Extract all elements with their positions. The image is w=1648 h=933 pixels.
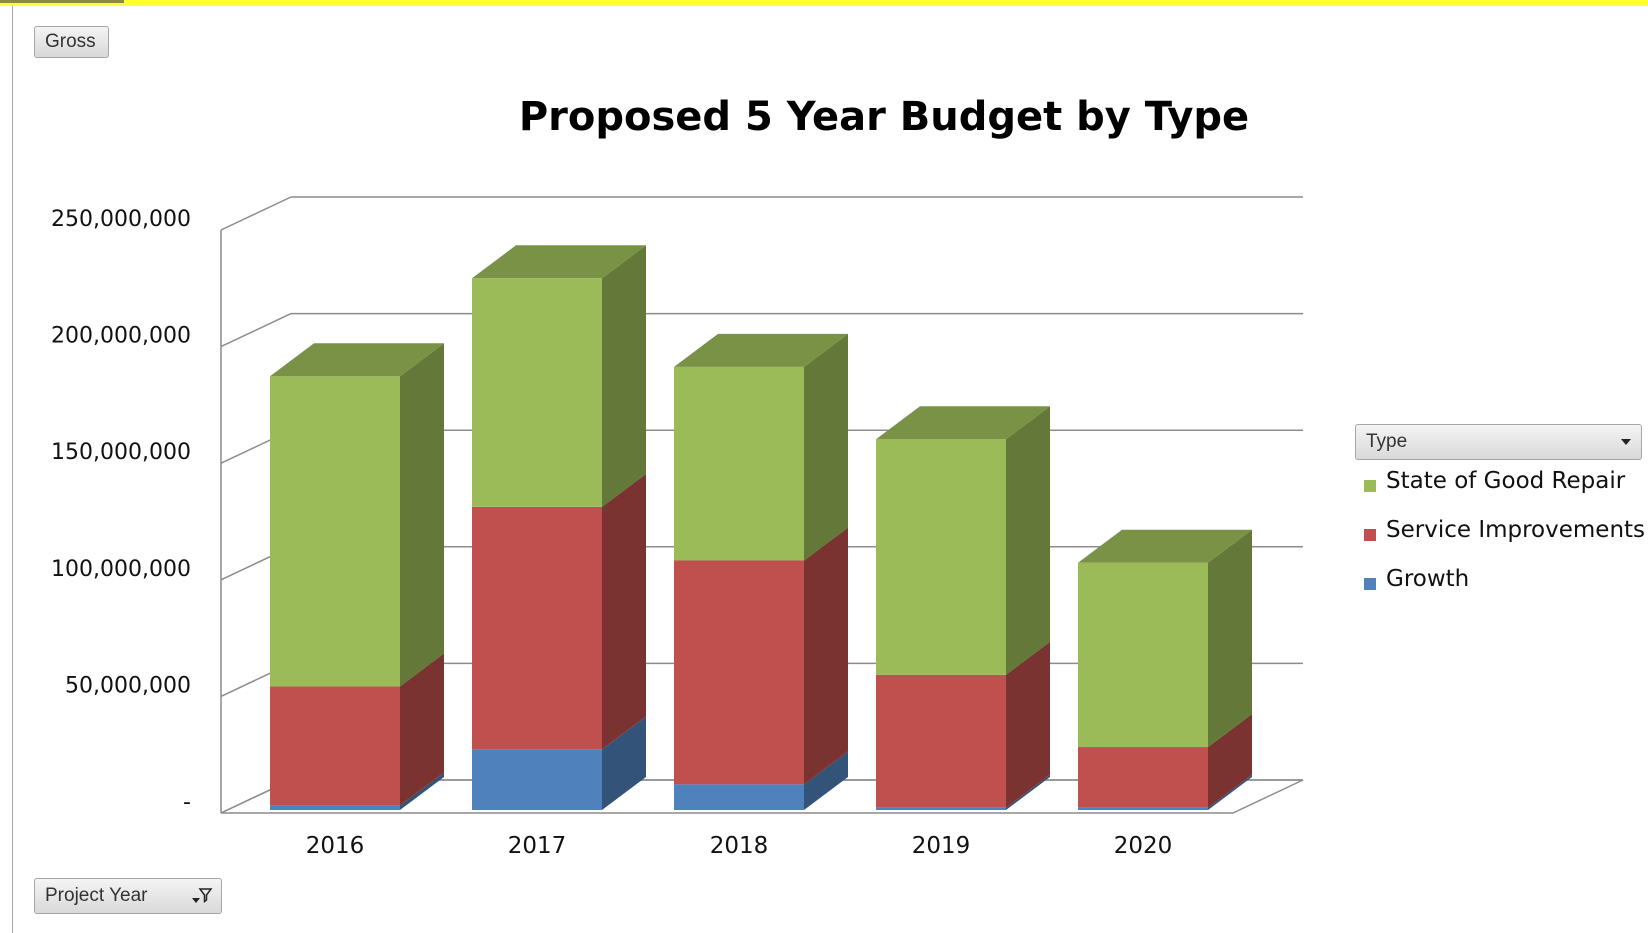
bar-2018-state-of-good-repair: [674, 333, 848, 561]
gross-field-button[interactable]: Gross: [34, 26, 109, 58]
y-tick-label: 100,000,000: [51, 557, 191, 582]
gross-field-label: Gross: [45, 31, 96, 52]
bar-top: [1078, 529, 1252, 563]
bar-2020-state-of-good-repair: [1078, 529, 1252, 748]
y-tick-label: 50,000,000: [65, 673, 191, 698]
bar-side: [1208, 774, 1252, 810]
bar-front: [876, 807, 1006, 810]
bar-2018-growth: [674, 751, 848, 810]
bar-top: [270, 343, 444, 377]
bar-top: [674, 333, 848, 367]
chart-area-border: [12, 6, 13, 933]
bar-side: [602, 473, 646, 750]
bar-front: [270, 376, 400, 687]
bar-side: [602, 716, 646, 810]
bar-front: [472, 749, 602, 810]
x-tick-label: 2018: [710, 833, 769, 859]
bar-2020-service-improvements: [1078, 714, 1252, 808]
bar-side: [1208, 529, 1252, 748]
bar-2017-growth: [472, 716, 646, 810]
bar-front: [876, 439, 1006, 675]
legend-label: State of Good Repair: [1386, 468, 1626, 494]
bar-2017-service-improvements: [472, 473, 646, 750]
bar-side: [400, 343, 444, 687]
y-tick-label: 250,000,000: [51, 207, 191, 232]
bar-side: [400, 653, 444, 806]
legend-swatch: [1364, 480, 1376, 492]
bar-2019-service-improvements: [876, 641, 1050, 808]
y-tick-label: -: [183, 790, 191, 815]
window-top-tab: [0, 0, 124, 3]
filter-dropdown-icon[interactable]: [191, 885, 213, 907]
legend-swatch: [1364, 578, 1376, 590]
chart-floor: [220, 779, 1304, 814]
bars: [270, 245, 1252, 810]
bar-side: [1006, 641, 1050, 808]
bar-front: [876, 674, 1006, 808]
bar-2016-growth: [270, 772, 444, 810]
bar-front: [674, 784, 804, 810]
bar-side: [1006, 774, 1050, 810]
legend-swatch: [1364, 529, 1376, 541]
bar-front: [472, 506, 602, 750]
bar-side: [804, 751, 848, 810]
wall-gridline: [220, 196, 292, 231]
x-tick-label: 2020: [1114, 833, 1173, 859]
bar-2020-growth: [1078, 774, 1252, 810]
bar-2016-state-of-good-repair: [270, 343, 444, 687]
bar-front: [1078, 807, 1208, 810]
chart-title: Proposed 5 Year Budget by Type: [519, 94, 1249, 140]
window-top-bar: [0, 0, 1648, 6]
wall-gridline: [220, 312, 292, 348]
bar-2019-growth: [876, 774, 1050, 810]
bar-top: [472, 245, 646, 279]
bar-front: [674, 560, 804, 785]
bar-side: [602, 245, 646, 507]
bar-side: [804, 527, 848, 785]
chevron-down-icon[interactable]: [1621, 439, 1631, 445]
type-field-button[interactable]: Type: [1355, 424, 1642, 460]
x-tick-label: 2016: [306, 833, 365, 859]
bar-2016-service-improvements: [270, 653, 444, 806]
type-field-label: Type: [1366, 431, 1408, 452]
bar-front: [1078, 562, 1208, 748]
bar-side: [1208, 714, 1252, 808]
bar-front: [674, 366, 804, 561]
bar-front: [472, 278, 602, 507]
bar-2019-state-of-good-repair: [876, 406, 1050, 675]
bar-side: [1006, 406, 1050, 675]
x-tick-label: 2017: [508, 833, 567, 859]
bar-side: [804, 333, 848, 561]
project-year-field-button[interactable]: Project Year: [34, 878, 222, 914]
bar-2018-service-improvements: [674, 527, 848, 785]
x-tick-label: 2019: [912, 833, 971, 859]
bar-side: [400, 772, 444, 810]
project-year-field-label: Project Year: [45, 885, 148, 906]
bar-2017-state-of-good-repair: [472, 245, 646, 507]
y-tick-label: 200,000,000: [51, 324, 191, 349]
bar-front: [270, 686, 400, 806]
legend-label: Service Improvements: [1386, 517, 1646, 543]
legend-label: Growth: [1386, 566, 1470, 592]
bar-front: [270, 805, 400, 810]
y-tick-label: 150,000,000: [51, 440, 191, 465]
bar-top: [876, 406, 1050, 440]
bar-front: [1078, 747, 1208, 808]
